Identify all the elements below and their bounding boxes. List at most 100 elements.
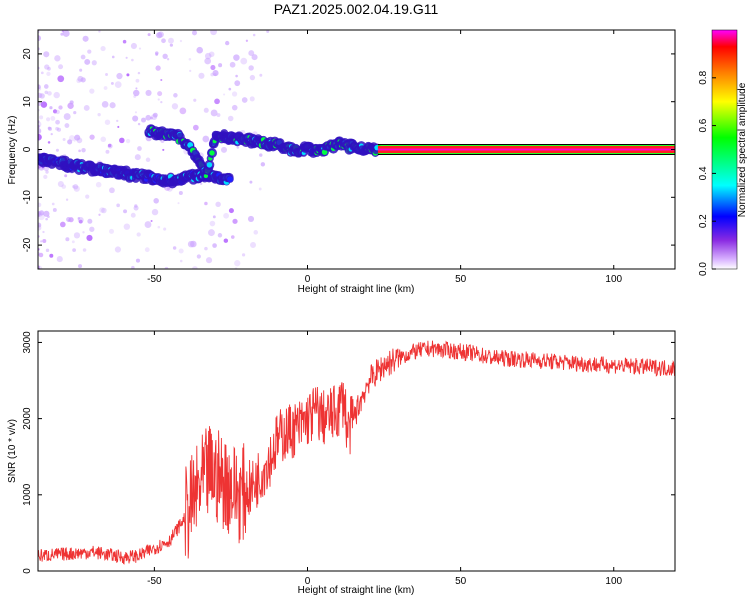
figure-title: PAZ1.2025.002.04.19.G11 [274,1,439,17]
spectral-noise-point [114,81,122,88]
spectral-noise-point [133,89,140,97]
spectral-noise-point [67,139,73,145]
spectral-noise-point [250,241,257,248]
spectral-ridge-point [227,176,234,183]
y-tick-label: 2000 [22,407,33,430]
spectral-noise-point [248,50,255,57]
spectral-noise-point [56,256,63,263]
spectral-ridge-point [206,162,213,168]
spectral-noise-point [73,139,76,142]
spectral-noise-point [190,240,197,248]
spectral-noise-point [40,71,44,75]
spectral-noise-point [38,101,42,106]
y-tick-label: -10 [22,190,33,205]
spectral-noise-point [73,110,77,115]
spectral-noise-point [98,30,101,33]
spectral-noise-point [145,114,152,121]
y-tick-label: 0 [22,146,33,152]
spectral-noise-point [100,136,107,143]
spectral-noise-point [89,226,95,232]
spectral-noise-point [73,232,81,239]
spectral-noise-point [56,127,62,132]
y-tick-label: 1000 [22,483,33,506]
spectral-noise-point [135,87,138,90]
spectral-noise-point [196,46,203,54]
spectral-noise-point [51,202,55,206]
y-tick-label: -20 [22,237,33,252]
spectral-noise-point [213,73,217,77]
x-tick-label: -50 [147,274,162,285]
spectral-noise-point [119,137,125,144]
spectral-noise-point [172,246,177,250]
spectral-noise-point [218,63,223,68]
spectral-noise-point [204,57,211,65]
spectral-noise-point [66,216,72,222]
spectral-noise-point [260,162,266,167]
spectral-noise-point [82,35,89,42]
spectral-noise-point [80,54,86,60]
spectral-noise-point [111,55,115,59]
spectral-noise-point [65,237,70,242]
spectral-noise-point [125,138,131,144]
spectral-noise-point [61,184,67,189]
spectral-noise-point [130,212,136,218]
spectral-noise-point [42,230,45,234]
spectral-noise-point [134,111,138,114]
spectral-noise-point [188,57,192,61]
spectral-noise-point [132,115,139,122]
spectral-noise-point [178,248,184,254]
spectral-noise-point [58,64,64,70]
spectral-noise-point [192,266,198,269]
spectral-noise-point [43,174,48,179]
spectral-noise-point [71,240,75,244]
spectral-noise-point [204,201,208,206]
spectral-noise-point [47,66,51,71]
colorbar: 0.0 0.2 0.4 0.6 0.8 Normalized spectral ampl… [698,29,748,276]
spectral-noise-point [162,53,168,59]
spectral-noise-point [212,215,216,219]
spectral-noise-point [38,127,42,134]
spectral-noise-point [157,91,163,97]
spectral-noise-point [231,104,238,111]
spectral-noise-point [105,73,108,76]
spectral-noise-point [52,207,57,212]
spectral-noise-point [39,93,45,99]
spectral-noise-point [241,253,246,257]
spectral-noise-point [55,109,60,115]
spectral-noise-point [82,231,85,234]
spectral-noise-point [122,39,127,44]
spectral-noise-point [198,72,205,79]
spectral-noise-point [252,33,256,37]
spectral-noise-point [214,98,220,105]
spectral-noise-point [82,248,87,252]
spectral-noise-point [253,230,259,235]
spectral-noise-point [114,246,122,253]
spectral-noise-point [65,198,69,201]
spectral-noise-point [73,185,80,192]
spectral-noise-point [157,225,161,229]
spectral-noise-point [74,134,81,141]
snr-xlabel: Height of straight line (km) [298,585,415,596]
spectral-noise-point [202,135,210,143]
spectral-noise-point [97,112,101,117]
spectral-noise-point [38,84,41,90]
spectral-noise-point [57,75,65,83]
spectral-noise-point [84,58,91,65]
spectral-noise-point [208,229,215,237]
spectral-noise-point [116,203,120,208]
spectral-noise-point [203,107,209,113]
spectral-noise-point [55,119,60,125]
spectral-noise-point [79,68,83,72]
spectral-noise-point [38,252,44,258]
spectral-noise-point [69,100,74,105]
spectral-noise-point [38,133,42,141]
spectral-noise-point [205,257,213,264]
spectral-ridge-point [209,150,215,156]
spectral-noise-point [38,213,45,221]
spectrogram-marks [38,30,675,269]
spectral-noise-point [130,42,138,50]
snr-frame [37,330,676,572]
